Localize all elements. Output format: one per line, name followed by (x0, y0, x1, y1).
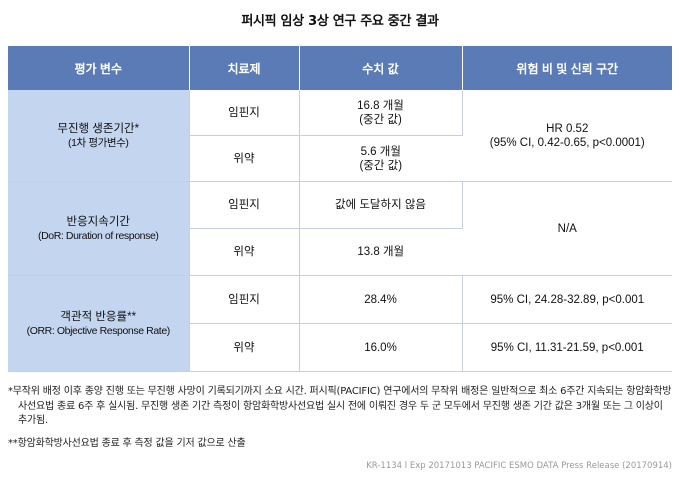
value-cell: 16.8 개월 (중간 값) (299, 90, 463, 136)
variable-sublabel: (DoR: Duration of response) (37, 229, 159, 242)
source-reference: KR-1134 l Exp 20171013 PACIFIC ESMO DATA… (366, 461, 672, 471)
page-title: 퍼시픽 임상 3상 연구 주요 중간 결과 (241, 14, 439, 29)
ratio-cell: N/A (462, 181, 672, 276)
value-line: 5.6 개월 (360, 145, 401, 158)
header-hazard-ratio: 위험 비 및 신뢰 구간 (462, 46, 672, 90)
ratio-cell: 95% CI, 24.28-32.89, p<0.001 (462, 275, 672, 324)
value-cell: 16.0% (299, 323, 463, 372)
variable-dor-cell: 반응지속기간 (DoR: Duration of response) (8, 181, 190, 276)
table-row: 위약 5.6 개월 (중간 값) (8, 135, 672, 182)
value-cell: 13.8 개월 (299, 228, 462, 276)
variable-label: 무진행 생존기간* (57, 122, 140, 135)
table-header-row: 평가 변수 치료제 수치 값 위험 비 및 신뢰 구간 (8, 46, 672, 90)
treatment-cell: 임핀지 (189, 275, 300, 324)
variable-sublabel: (ORR: Objective Response Rate) (26, 324, 171, 337)
results-table: 평가 변수 치료제 수치 값 위험 비 및 신뢰 구간 무진행 생존기간* (1… (8, 46, 672, 372)
ratio-ci: (95% CI, 0.42-0.65, p<0.0001) (489, 136, 645, 149)
variable-sublabel: (1차 평가변수) (68, 136, 129, 149)
footnote-pfs: *무작위 배정 이후 종양 진행 또는 무진행 사망이 기록되기까지 소요 시간… (8, 386, 672, 426)
header-variable: 평가 변수 (8, 46, 190, 90)
treatment-cell: 위약 (189, 323, 300, 372)
footnote-orr: **항암화학방사선요법 종료 후 측정 값을 기저 값으로 산출 (8, 437, 246, 449)
treatment-cell: 위약 (189, 135, 300, 182)
treatment-cell: 위약 (189, 228, 300, 276)
value-cell: 5.6 개월 (중간 값) (299, 135, 462, 182)
footnotes: *무작위 배정 이후 종양 진행 또는 무진행 사망이 기록되기까지 소요 시간… (8, 385, 672, 451)
treatment-cell: 임핀지 (189, 90, 300, 136)
variable-pfs-cell: 무진행 생존기간* (1차 평가변수) (8, 90, 190, 182)
header-value: 수치 값 (299, 46, 463, 90)
table-row: 반응지속기간 (DoR: Duration of response) 임핀지 값… (8, 181, 672, 276)
value-subline: (중간 값) (359, 113, 402, 126)
value-line: 16.8 개월 (357, 99, 404, 112)
value-cell: 28.4% (299, 275, 463, 324)
treatment-cell: 임핀지 (189, 181, 300, 229)
value-cell: 값에 도달하지 않음 (299, 181, 463, 229)
ratio-value: HR 0.52 (546, 122, 589, 135)
variable-label: 객관적 반응률** (60, 310, 137, 323)
value-subline: (중간 값) (359, 159, 403, 172)
table-row: 무진행 생존기간* (1차 평가변수) 임핀지 16.8 개월 (중간 값) H… (8, 90, 672, 182)
ratio-cell: HR 0.52 (95% CI, 0.42-0.65, p<0.0001) (462, 90, 672, 182)
ratio-cell: 95% CI, 11.31-21.59, p<0.001 (462, 323, 672, 372)
table-row: 객관적 반응률** (ORR: Objective Response Rate)… (8, 275, 672, 372)
table-row: 위약 13.8 개월 (8, 228, 672, 276)
variable-label: 반응지속기간 (66, 215, 130, 228)
table-row: 위약 16.0% 95% CI, 11.31-21.59, p<0.001 (8, 323, 672, 372)
variable-orr-cell: 객관적 반응률** (ORR: Objective Response Rate) (8, 275, 190, 372)
header-treatment: 치료제 (189, 46, 300, 90)
